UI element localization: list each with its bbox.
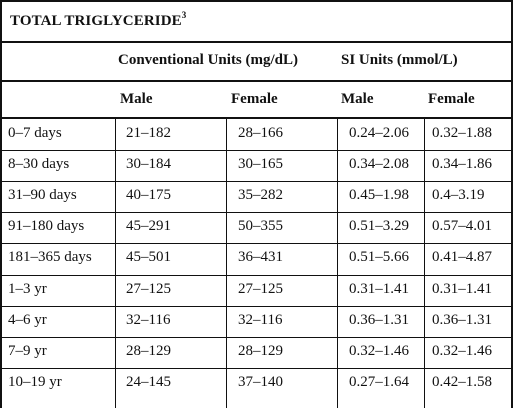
cell-si-female: 0.32–1.88 <box>432 125 492 141</box>
cell-conv-female: 28–166 <box>238 125 283 141</box>
cell-conv-male: 45–501 <box>126 249 171 266</box>
cell-age: 1–3 yr <box>8 280 47 297</box>
cell-conv-female: 37–140 <box>238 373 283 390</box>
cell-si-female: 0.57–4.01 <box>432 218 492 235</box>
sub-header-conv-female: Female <box>231 91 278 107</box>
cell-conv-female: 28–129 <box>238 342 283 359</box>
cell-conv-male: 32–116 <box>126 311 171 328</box>
cell-age: 10–19 yr <box>8 373 62 390</box>
row-divider <box>0 243 513 244</box>
cell-conv-male: 40–175 <box>126 187 171 204</box>
cell-si-male: 0.32–1.46 <box>349 342 409 359</box>
cell-si-female: 0.31–1.41 <box>432 280 492 297</box>
cell-age: 91–180 days <box>8 218 85 235</box>
table-title-box: TOTAL TRIGLYCERIDE3 <box>0 0 513 43</box>
cell-age: 0–7 days <box>8 125 62 141</box>
cell-age: 7–9 yr <box>8 342 47 359</box>
row-divider <box>0 368 513 369</box>
group-header-divider <box>0 80 513 82</box>
cell-conv-male: 28–129 <box>126 342 171 359</box>
sub-header-si-female: Female <box>428 91 475 107</box>
cell-si-male: 0.45–1.98 <box>349 187 409 204</box>
group-header-conventional: Conventional Units (mg/dL) <box>118 52 299 68</box>
cell-si-female: 0.32–1.46 <box>432 342 492 359</box>
table-title: TOTAL TRIGLYCERIDE3 <box>10 10 187 29</box>
row-divider <box>0 275 513 276</box>
cell-conv-male: 30–184 <box>126 156 171 173</box>
row-divider <box>0 150 513 151</box>
cell-si-male: 0.27–1.64 <box>349 373 409 390</box>
cell-conv-female: 50–355 <box>238 218 283 235</box>
sub-header-divider <box>0 117 513 119</box>
row-divider <box>0 306 513 307</box>
cell-conv-female: 36–431 <box>238 249 283 266</box>
cell-age: 8–30 days <box>8 156 70 173</box>
row-divider <box>0 212 513 213</box>
cell-conv-female: 32–116 <box>238 311 283 328</box>
cell-age: 4–6 yr <box>8 311 47 328</box>
sub-header-conv-male: Male <box>120 91 153 107</box>
row-divider <box>0 181 513 182</box>
cell-conv-male: 24–145 <box>126 373 171 390</box>
cell-si-female: 0.42–1.58 <box>432 373 492 390</box>
column-separator-2 <box>226 119 227 408</box>
sub-header-si-male: Male <box>341 91 374 107</box>
cell-si-female: 0.36–1.31 <box>432 311 492 328</box>
group-header-si: SI Units (mmol/L) <box>341 52 458 68</box>
cell-si-male: 0.36–1.31 <box>349 311 409 328</box>
cell-si-male: 0.31–1.41 <box>349 280 409 297</box>
cell-si-female: 0.4–3.19 <box>432 187 485 204</box>
column-separator-4 <box>424 119 425 408</box>
row-divider <box>0 337 513 338</box>
cell-si-female: 0.41–4.87 <box>432 249 492 266</box>
cell-si-male: 0.51–5.66 <box>349 249 409 266</box>
cell-conv-male: 21–182 <box>126 125 171 141</box>
cell-conv-male: 45–291 <box>126 218 171 235</box>
right-border <box>511 39 513 408</box>
column-separator-1 <box>115 119 116 408</box>
cell-si-male: 0.34–2.08 <box>349 156 409 173</box>
cell-conv-female: 27–125 <box>238 280 283 297</box>
cell-conv-female: 30–165 <box>238 156 283 173</box>
cell-conv-female: 35–282 <box>238 187 283 204</box>
left-border <box>0 39 2 408</box>
cell-age: 181–365 days <box>8 249 92 266</box>
title-footnote: 3 <box>181 10 187 20</box>
cell-si-male: 0.24–2.06 <box>349 125 409 141</box>
cell-conv-male: 27–125 <box>126 280 171 297</box>
cell-si-male: 0.51–3.29 <box>349 218 409 235</box>
cell-age: 31–90 days <box>8 187 77 204</box>
cell-si-female: 0.34–1.86 <box>432 156 492 173</box>
column-separator-3 <box>337 119 338 408</box>
